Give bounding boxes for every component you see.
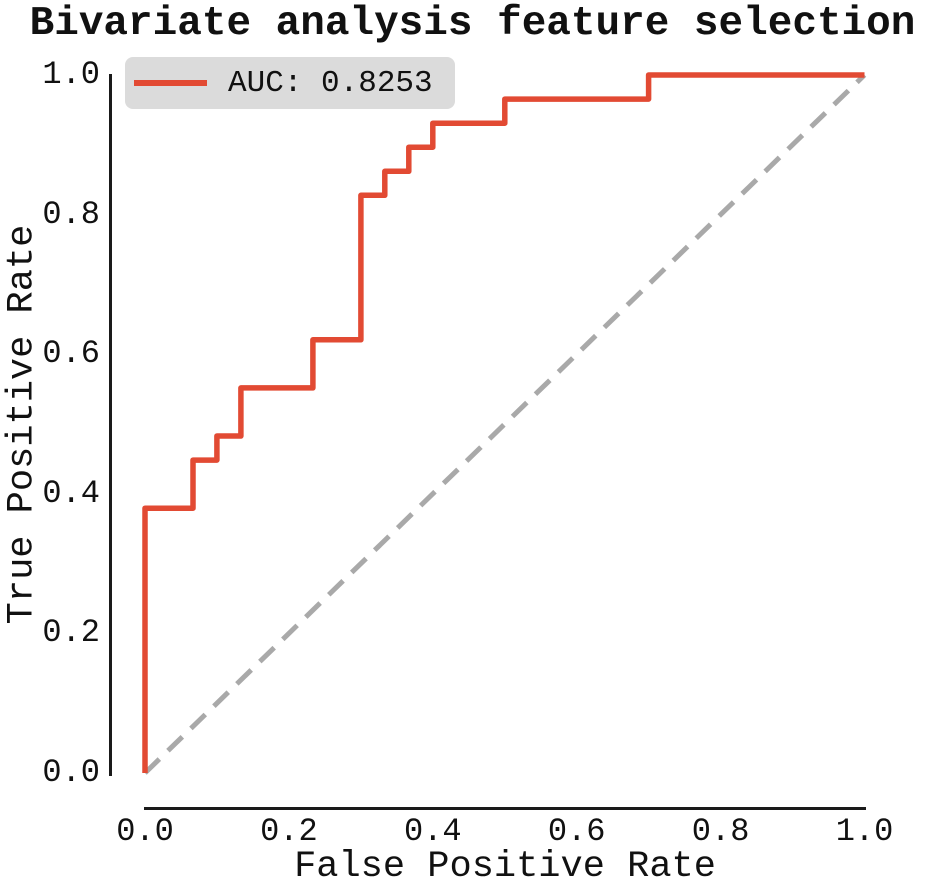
x-axis-label: False Positive Rate — [294, 846, 716, 882]
x-tick-label: 0.4 — [403, 813, 462, 850]
chart-title: Bivariate analysis feature selection — [29, 1, 916, 47]
y-tick-label: 0.4 — [42, 474, 100, 512]
y-tick-label: 1.0 — [42, 56, 100, 93]
y-axis-label-box: True Positive Rate — [0, 75, 46, 773]
x-tick-label: 0.6 — [547, 813, 606, 850]
y-tick-label: 0.0 — [42, 754, 100, 791]
roc-curve-line — [142, 72, 865, 773]
x-tick-label: 0.8 — [691, 813, 750, 850]
y-axis-label: True Positive Rate — [1, 224, 44, 624]
y-tick-label: 0.8 — [42, 195, 100, 233]
y-tick-label: 0.6 — [42, 335, 100, 373]
legend: AUC: 0.8253 — [125, 57, 455, 109]
x-tick-label: 0.2 — [260, 813, 318, 850]
legend-label: AUC: 0.8253 — [228, 65, 433, 101]
legend-line-swatch — [134, 80, 207, 86]
chance-diagonal-line — [143, 73, 867, 775]
x-tick-label: 0.0 — [116, 813, 174, 850]
y-tick-label: 0.2 — [42, 614, 100, 652]
x-tick-label: 1.0 — [835, 813, 894, 850]
